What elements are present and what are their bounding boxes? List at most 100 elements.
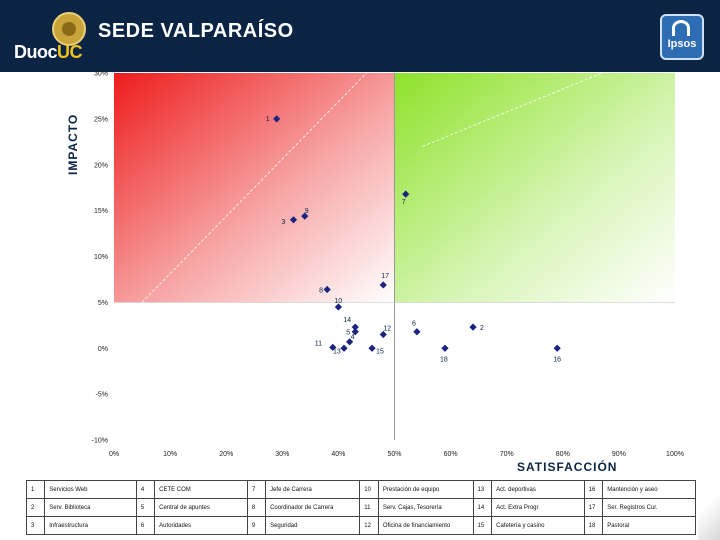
legend-item-label: Mantención y aseo [602, 480, 696, 499]
legend-number: 5 [135, 498, 156, 517]
ipsos-logo-text: Ipsos [667, 38, 697, 50]
point-label-3: 3 [282, 219, 286, 226]
data-point-17 [379, 281, 387, 289]
point-label-18: 18 [440, 356, 448, 363]
x-tick-label: 10% [163, 451, 177, 458]
y-tick-label: 25% [94, 116, 108, 123]
point-label-10: 10 [334, 298, 342, 305]
x-tick-label: 80% [556, 451, 570, 458]
point-label-13: 13 [333, 348, 341, 355]
y-tick-label: 10% [94, 254, 108, 261]
x-tick-label: 50% [387, 451, 401, 458]
quadrant-backgrounds [114, 72, 675, 303]
strength-quadrant [394, 73, 675, 303]
y-tick-label: 0% [98, 346, 108, 353]
legend-number: 13 [472, 480, 493, 499]
legend-number: 18 [583, 516, 604, 535]
legend-item-label: Oficina de financiamiento [377, 516, 474, 535]
legend-row: 3 Infraestructura 6 Autoridades 9 Seguridad 12… [25, 516, 696, 535]
legend-row: 1 Servicios Web 4 CETE COM 7 Jefe de Carrera 1… [25, 480, 696, 499]
data-point-2 [469, 323, 477, 331]
logo-text: DuocUC [14, 42, 83, 62]
decorative-corner [698, 480, 720, 540]
legend-number: 8 [246, 498, 267, 517]
point-label-14: 14 [343, 317, 351, 324]
point-label-12: 12 [383, 325, 391, 332]
data-point-12 [379, 330, 387, 339]
legend-number: 3 [25, 516, 46, 535]
legend-item-label: Central de apuntes [154, 498, 248, 517]
legend-row: 2 Serv. Biblioteca 5 Central de apuntes 8 Coo… [25, 498, 696, 517]
point-label-1: 1 [266, 116, 270, 123]
data-point-9 [301, 212, 309, 220]
x-tick-label: 100% [666, 451, 684, 458]
legend-item-label: Autoridades [154, 516, 248, 535]
legend-item-label: Infraestructura [44, 516, 137, 535]
legend-item-label: Ser. Registros Cur. [602, 498, 696, 517]
legend-table: 1 Servicios Web 4 CETE COM 7 Jefe de Carrera 1… [25, 480, 696, 535]
scatter-chart: 0% 10% 20% 30% 40% 50% 60% 70% 80% 90% 100%-10%-5%… [92, 71, 684, 459]
tick-labels: 0% 10% 20% 30% 40% 50% 60% 70% 80% 90% 100%-10%-5%… [92, 71, 684, 459]
legend-item-label: Seguridad [265, 516, 361, 535]
legend-number: 7 [246, 480, 267, 499]
legend-number: 11 [359, 498, 379, 517]
data-point-7 [402, 190, 410, 198]
point-label-17: 17 [381, 273, 389, 280]
point-label-8: 8 [319, 288, 323, 295]
data-point-8 [323, 285, 331, 294]
legend-number: 17 [583, 498, 604, 517]
point-label-5: 5 [346, 330, 350, 337]
y-tick-label: 15% [94, 208, 108, 215]
legend-number: 4 [135, 480, 156, 499]
university-seal-icon [52, 12, 86, 46]
legend-item-label: Pastoral [602, 516, 696, 535]
x-tick-label: 90% [612, 451, 626, 458]
y-tick-label: -5% [96, 392, 108, 399]
legend-item-label: Coordinador de Carrera [265, 498, 361, 517]
page-title: SEDE VALPARAÍSO [98, 20, 294, 42]
legend-number: 1 [25, 480, 46, 499]
x-tick-label: 20% [219, 451, 233, 458]
legend-item-label: Serv. Cajas, Tesorería [377, 498, 474, 517]
legend-item-label: CETE COM [154, 480, 248, 499]
legend-item-label: Prestación de equipo [377, 480, 474, 499]
data-point-1 [273, 115, 281, 123]
y-tick-label: -10% [92, 438, 108, 445]
y-tick-label: 5% [98, 300, 108, 307]
data-point-13 [340, 344, 348, 352]
legend-number: 2 [25, 498, 46, 517]
legend-number: 12 [359, 516, 379, 535]
data-point-3 [289, 216, 298, 224]
header-bar: DuocUC SEDE VALPARAÍSO Ipsos [0, 0, 720, 72]
point-label-9: 9 [305, 208, 309, 215]
data-point-10 [334, 303, 342, 311]
legend-number: 14 [472, 498, 493, 517]
duoc-uc-logo: DuocUC [14, 12, 96, 66]
legend-number: 10 [359, 480, 379, 499]
legend-item-label: Serv. Biblioteca [44, 498, 137, 517]
data-point-5 [351, 328, 359, 336]
x-tick-label: 70% [500, 451, 514, 458]
y-tick-label: 30% [94, 71, 108, 78]
diagonal-guide-green [422, 72, 603, 147]
data-point-16 [553, 344, 561, 352]
axes [114, 73, 675, 440]
ipsos-logo: Ipsos [660, 14, 704, 60]
x-axis-title: SATISFACCIÓN [517, 460, 618, 474]
x-tick-label: 60% [444, 451, 458, 458]
data-point-15 [368, 344, 376, 352]
data-point-14 [351, 323, 359, 331]
legend-number: 16 [583, 480, 604, 499]
data-point-18 [441, 344, 449, 352]
legend-item-label: Jefe de Carrera [265, 480, 361, 499]
point-label-4: 4 [351, 334, 355, 341]
x-tick-label: 30% [275, 451, 289, 458]
diagonal-guide-red [141, 72, 367, 303]
legend-item-label: Cafetería y casino [491, 516, 585, 535]
legend-number: 6 [135, 516, 156, 535]
data-point-4 [346, 338, 354, 346]
point-label-11: 11 [315, 340, 322, 347]
point-label-2: 2 [480, 325, 484, 332]
legend-item-label: Servicios Web [44, 480, 137, 499]
legend-item-label: Act. deportivas [491, 480, 585, 499]
